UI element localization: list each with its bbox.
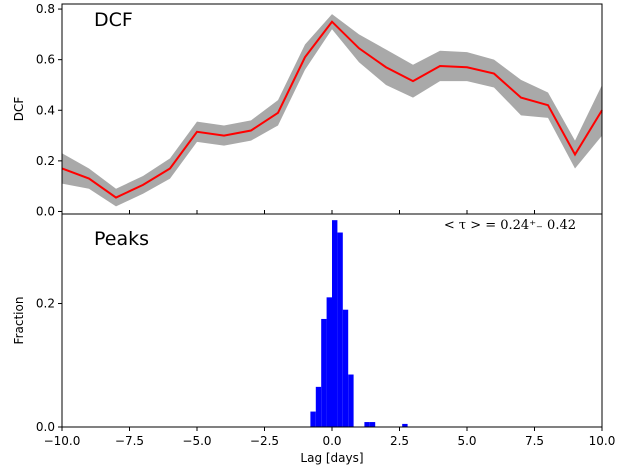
peaks-x-ticks: −10.0 −7.5 −5.0 −2.5 0.0 2.5 5.0 7.5 10.0 <box>44 427 616 448</box>
dcf-panel-title: DCF <box>94 9 133 31</box>
peaks-x-tick-label: 10.0 <box>589 434 616 448</box>
histogram-bar <box>337 232 343 427</box>
dcf-y-tick-label: 0.0 <box>36 204 55 218</box>
histogram-bar <box>348 374 354 427</box>
peaks-x-tick-label: −5.0 <box>182 434 211 448</box>
histogram-bar <box>315 386 322 427</box>
peaks-x-tick-label: 2.5 <box>390 434 409 448</box>
peaks-y-tick-label: 0.0 <box>36 420 55 434</box>
dcf-y-axis-label: DCF <box>12 97 26 122</box>
histogram-bar <box>310 411 316 427</box>
histogram-bar <box>342 309 349 427</box>
peaks-x-tick-label: 0.0 <box>322 434 341 448</box>
peaks-y-ticks: 0.0 0.2 <box>36 297 62 434</box>
histogram-bar <box>402 423 408 427</box>
histogram-bar <box>369 422 376 427</box>
dcf-y-tick-label: 0.2 <box>36 154 55 168</box>
dcf-line <box>61 20 603 199</box>
peaks-x-tick-label: −10.0 <box>44 434 81 448</box>
dcf-y-tick-label: 0.8 <box>36 2 55 16</box>
peaks-x-tick-label: −7.5 <box>115 434 144 448</box>
peaks-histogram <box>310 220 408 427</box>
histogram-bar <box>332 220 338 427</box>
dcf-panel: 0.0 0.2 0.4 0.6 0.8 DCF DCF <box>12 2 603 218</box>
peaks-x-tick-label: −2.5 <box>250 434 279 448</box>
dcf-y-tick-label: 0.6 <box>36 53 55 67</box>
peaks-annotation: < τ > = 0.24⁺₋ 0.42 <box>444 218 576 233</box>
dcf-error-band <box>62 14 602 207</box>
peaks-x-tick-label: 7.5 <box>525 434 544 448</box>
peaks-x-axis-label: Lag [days] <box>300 451 363 465</box>
peaks-x-tick-label: 5.0 <box>457 434 476 448</box>
peaks-panel-title: Peaks <box>94 228 149 250</box>
dcf-confidence-band <box>62 14 602 207</box>
histogram-bar <box>326 297 332 427</box>
histogram-bar <box>364 422 370 427</box>
peaks-panel: 0.0 0.2 −10.0 −7.5 −5.0 −2.5 0.0 2.5 5.0 7.5 10.0… <box>12 213 616 465</box>
dcf-y-tick-label: 0.4 <box>36 103 55 117</box>
dcf-y-ticks: 0.0 0.2 0.4 0.6 0.8 <box>36 2 62 218</box>
histogram-bar <box>321 318 327 427</box>
peaks-y-axis-label: Fraction <box>12 297 26 345</box>
dcf-x-ticks <box>61 210 603 214</box>
peaks-y-tick-label: 0.2 <box>36 297 55 311</box>
dcf-series-line <box>61 20 603 199</box>
